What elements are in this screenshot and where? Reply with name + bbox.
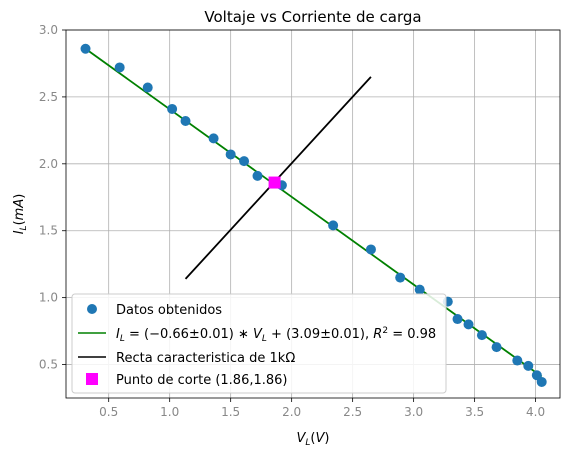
data-point (328, 220, 339, 231)
chart-title: Voltaje vs Corriente de carga (204, 8, 421, 26)
data-point (180, 115, 191, 126)
legend-label-fit: IL = (−0.66±0.01) ∗ VL + (3.09±0.01), R2… (116, 326, 436, 344)
legend-label-datos: Datos obtenidos (116, 303, 222, 318)
y-tick-label: 0.5 (39, 358, 58, 372)
data-point (80, 43, 91, 54)
y-tick-label: 2.0 (39, 157, 58, 171)
data-point (239, 156, 250, 167)
data-point (463, 319, 474, 330)
data-point (452, 314, 463, 325)
data-point (252, 170, 263, 181)
data-point (114, 62, 125, 73)
y-axis-label: IL(mA) (12, 194, 29, 235)
data-point (414, 284, 425, 295)
data-point (536, 376, 547, 387)
axis-ticks: 0.5 1.0 1.5 2.0 2.5 3.0 3.5 4.0 0.5 1.0 1.5 2.0 2.5 3… (39, 23, 545, 419)
data-points (80, 43, 547, 387)
y-tick-label: 3.0 (39, 23, 58, 37)
y-tick-label: 1.0 (39, 291, 58, 305)
y-tick-label: 2.5 (39, 90, 58, 104)
plot-frame (65, 29, 561, 399)
data-point (476, 330, 487, 341)
data-point (512, 355, 523, 366)
data-point (208, 133, 219, 144)
y-tick-label: 1.5 (39, 224, 58, 238)
x-tick-label: 1.5 (221, 405, 240, 419)
data-point (167, 103, 178, 114)
x-tick-label: 3.0 (404, 405, 423, 419)
legend-marker-corte (86, 373, 98, 385)
legend-label-recta: Recta caracteristica de 1kΩ (116, 351, 295, 366)
x-axis-label: VL(V) (297, 431, 330, 448)
data-point (395, 272, 406, 283)
intersection-marker (268, 176, 281, 189)
data-point (142, 82, 153, 93)
legend: Datos obtenidos IL = (−0.66±0.01) ∗ VL +… (71, 293, 447, 394)
x-tick-label: 2.5 (343, 405, 362, 419)
legend-marker-datos (87, 304, 97, 314)
x-tick-label: 4.0 (526, 405, 545, 419)
x-tick-label: 1.0 (160, 405, 179, 419)
data-point (225, 149, 236, 160)
legend-label-corte: Punto de corte (1.86,1.86) (116, 373, 288, 388)
x-tick-label: 3.5 (465, 405, 484, 419)
data-point (491, 342, 502, 353)
legend-box (71, 293, 447, 394)
data-point (365, 244, 376, 255)
data-point (523, 360, 534, 371)
x-tick-label: 0.5 (99, 405, 118, 419)
x-tick-label: 2.0 (282, 405, 301, 419)
